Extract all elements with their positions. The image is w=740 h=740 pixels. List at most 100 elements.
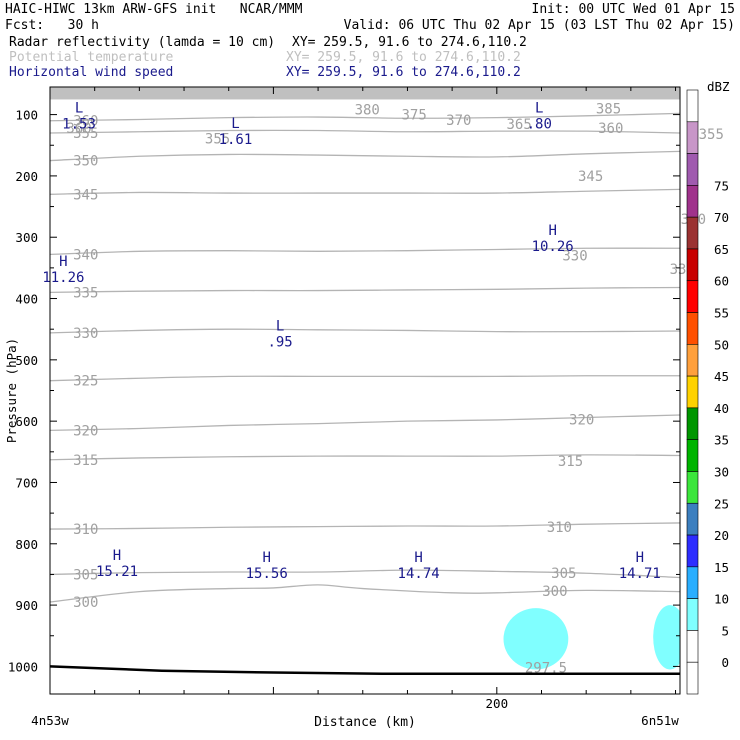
y-tick-label: 300 [15,230,38,245]
colorbar-box [686,216,699,250]
colorbar-box [686,598,699,631]
reflectivity-area [503,608,569,670]
y-tick-label: 800 [15,537,38,552]
y-tick-label: 400 [15,292,38,307]
theta-contour-310 [50,522,680,530]
colorbar-label: 75 [714,178,729,193]
wind-extremum-H: H [636,550,644,566]
wind-extremum-H: H [113,548,121,564]
theta-inline-label: 355 [699,127,724,143]
theta-contour-320 [50,414,680,432]
theta-inline-label: 370 [446,113,471,129]
theta-contour-315 [50,454,680,461]
colorbar-label: 55 [714,306,729,321]
field-theta-xy: XY= 259.5, 91.6 to 274.6,110.2 [286,50,521,65]
theta-contour-350 [50,150,680,162]
colorbar-box [686,248,699,282]
colorbar-box [686,534,699,568]
theta-inline-label: 345 [578,169,603,185]
wind-extremum-value: .95 [267,334,292,350]
colorbar-box [686,312,699,345]
theta-inline-label: 360 [66,121,91,137]
theta-contour-325 [50,375,680,382]
y-tick-label: 100 [15,108,38,123]
field-wind-xy: XY= 259.5, 91.6 to 274.6,110.2 [286,65,521,80]
theta-label-320: 320 [73,423,98,439]
theta-inline-label: 310 [547,520,572,536]
theta-contour-340 [50,247,680,256]
theta-inline-label: 315 [558,454,583,470]
wind-extremum-value: 14.71 [619,566,661,582]
colorbar-box [686,471,699,504]
colorbar-box [686,439,699,472]
colorbar-label: 35 [714,433,729,448]
colorbar-label: 25 [714,496,729,511]
wind-extremum-L: L [276,318,284,334]
x-end-label-left: 4n53w [31,713,69,728]
colorbar-box [686,121,699,154]
theta-label-360: 360 [73,114,98,130]
colorbar-box [686,407,699,440]
theta-inline-label: 300 [542,584,567,600]
wind-extremum-H: H [262,550,270,566]
colorbar-box [686,89,699,123]
y-tick-label: 200 [15,169,38,184]
wind-extremum-H: H [59,254,67,270]
colorbar-box [686,502,699,536]
theta-label-305: 305 [73,567,98,583]
colorbar-box [686,185,699,218]
colorbar-box [686,630,699,663]
colorbar-box [686,566,699,599]
theta-label-310: 310 [73,522,98,538]
theta-label-330: 330 [73,326,98,342]
y-axis-label: Pressure (hPa) [4,338,19,443]
y-tick-label: 900 [15,598,38,613]
x-axis-label: Distance (km) [314,715,416,730]
theta-inline-label: 330 [562,249,587,265]
colorbar-label: 10 [714,592,729,607]
colorbar-label: 50 [714,337,729,352]
theta-label-315: 315 [73,453,98,469]
reflectivity-area [653,605,680,670]
x-tick-label: 200 [486,696,509,711]
y-tick-label: 700 [15,475,38,490]
colorbar-label: 20 [714,528,729,543]
theta-label-345: 345 [73,187,98,203]
theta-label-350: 350 [73,154,98,170]
theta-label-335: 335 [73,285,98,301]
colorbar-label: 70 [714,210,729,225]
theta-label-355: 355 [73,126,98,142]
wind-extremum-value: 15.21 [96,564,138,580]
field-wind-name: Horizontal wind speed [9,65,174,80]
theta-inline-label: 365 [507,117,532,133]
wind-extremum-H: H [548,223,556,239]
wind-extremum-value: 1.53 [62,117,96,133]
theta-inline-label: 320 [569,412,594,428]
theta-label-300: 300 [73,595,98,611]
y-tick-label: 500 [15,353,38,368]
x-end-label-right: 6n51w [641,713,679,728]
theta-inline-label: 360 [598,121,623,137]
wind-extremum-value: 11.26 [42,270,84,286]
wind-extremum-L: L [75,101,83,117]
colorbar-label: 15 [714,560,729,575]
colorbar-box [686,661,699,695]
theta-contour-360 [50,112,680,122]
y-tick-label: 1000 [8,659,38,674]
theta-inline-label: 380 [355,103,380,119]
wind-extremum-L: L [231,116,239,132]
colorbar-label: 60 [714,274,729,289]
header-line2-left: Fcst: 30 h [5,18,99,33]
wind-extremum-value: 15.56 [246,566,288,582]
theta-inline-label: 305 [551,566,576,582]
theta-inline-label: 355 [205,132,230,148]
wind-extremum-value: 10.26 [532,239,574,255]
theta-contour-355 [50,129,680,134]
colorbar-label: 5 [721,623,729,638]
theta-contour-300 [50,584,680,603]
field-reflectivity-xy: XY= 259.5, 91.6 to 274.6,110.2 [292,35,527,50]
theta-label-340: 340 [73,247,98,263]
colorbar-title: dBZ [707,79,730,94]
y-tick-label: 600 [15,414,38,429]
colorbar-label: 30 [714,464,729,479]
